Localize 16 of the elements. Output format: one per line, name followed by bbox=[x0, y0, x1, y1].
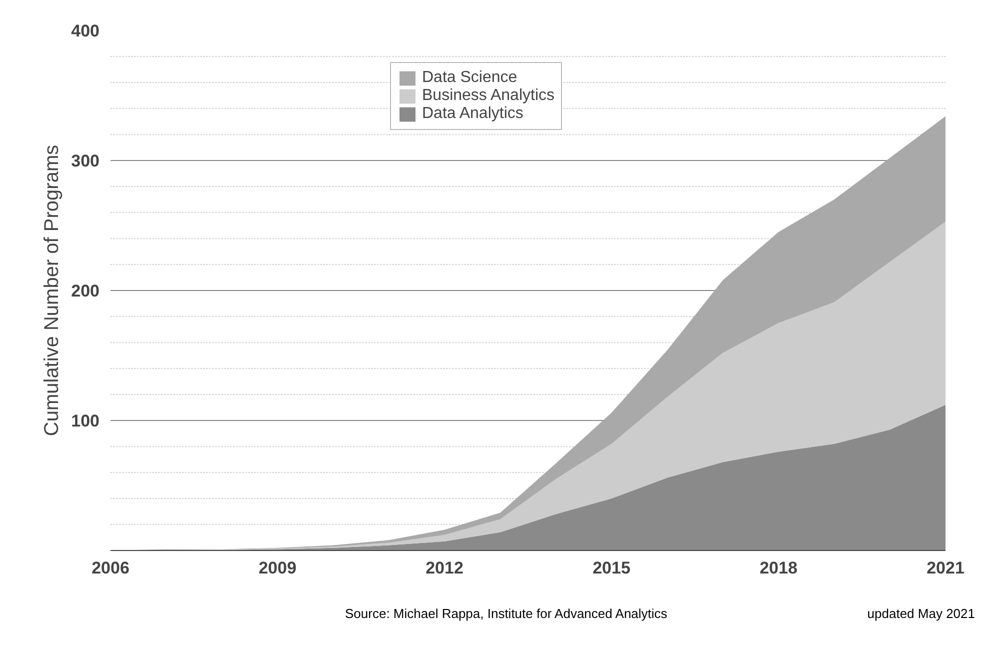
legend-label: Business Analytics bbox=[422, 87, 555, 105]
y-tick-label: 200 bbox=[71, 282, 100, 300]
y-tick-label: 100 bbox=[71, 412, 100, 430]
y-axis-title: Cumulative Number of Programs bbox=[41, 144, 64, 436]
text: updated May 2021 bbox=[867, 605, 975, 623]
x-tick-label: 2015 bbox=[592, 558, 630, 578]
x-tick-label: 2021 bbox=[926, 558, 964, 578]
x-tick-label: 2012 bbox=[426, 558, 464, 578]
source-note: Source: Michael Rappa, Institute for Advanced Analytics bbox=[345, 605, 668, 623]
x-tick-label: 2006 bbox=[92, 558, 130, 578]
y-tick-label: 400 bbox=[71, 22, 100, 40]
legend-label: Data Analytics bbox=[422, 105, 524, 123]
x-tick-label: 2018 bbox=[760, 558, 798, 578]
x-tick-label: 2009 bbox=[258, 558, 296, 578]
y-tick-label: 300 bbox=[71, 152, 100, 170]
legend-label: Data Science bbox=[422, 69, 518, 87]
